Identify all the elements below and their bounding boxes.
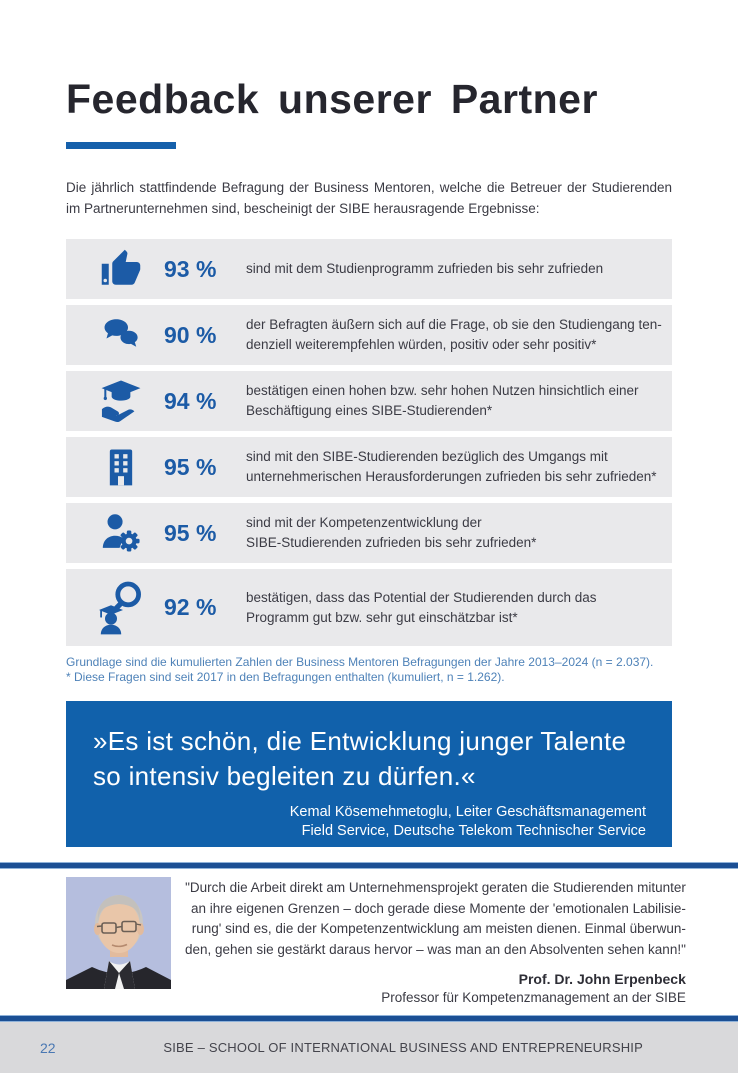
footnote-line: Grundlage sind die kumulierten Zahlen de… bbox=[66, 655, 654, 669]
quote-attribution-line: Field Service, Deutsche Telekom Technisc… bbox=[301, 823, 646, 839]
stat-row-kompetenzentwicklung: 95 % sind mit der Kompetenzentwicklung d… bbox=[66, 503, 672, 563]
testimonial-quote-line: an ihre eigenen Grenzen – doch gerade di… bbox=[190, 900, 686, 916]
stat-text-line: sind mit den SIBE-Studierenden bezüglich… bbox=[246, 449, 608, 464]
page-title: Feedback unserer Partner bbox=[66, 76, 598, 122]
stat-text-line: Beschäftigung eines SIBE-Studierenden* bbox=[246, 403, 493, 418]
stat-value: 94 % bbox=[164, 387, 217, 414]
testimonial-role: Professor für Kompetenzmanagement an der… bbox=[381, 990, 686, 1005]
stat-row-studienprogramm: 93 % sind mit dem Studienprogramm zufrie… bbox=[66, 239, 672, 299]
stat-value: 93 % bbox=[164, 255, 217, 282]
stat-value: 92 % bbox=[164, 594, 217, 620]
stat-row-nutzen: 94 % bestätigen einen hohen bzw. sehr ho… bbox=[66, 371, 672, 431]
stat-text: bestätigen einen hohen bzw. sehr hohen N… bbox=[246, 381, 639, 421]
stat-text: sind mit der Kompetenzentwicklung der SI… bbox=[246, 513, 536, 553]
divider-rule-bottom bbox=[0, 1015, 738, 1022]
intro-paragraph: Die jährlich stattfindende Befragung der… bbox=[66, 180, 672, 216]
footnote-line: * Diese Fragen sind seit 2017 in den Bef… bbox=[66, 669, 505, 684]
speech-bubbles-icon bbox=[92, 314, 150, 356]
portrait-photo bbox=[66, 877, 171, 989]
testimonial-name: Prof. Dr. John Erpenbeck bbox=[518, 971, 686, 987]
title-underline bbox=[66, 142, 176, 149]
stat-text: sind mit dem Studienprogramm zufrieden b… bbox=[246, 259, 603, 279]
building-icon bbox=[92, 445, 150, 489]
testimonial-quote-line: rung' sind es, die der Kompetenzentwickl… bbox=[191, 921, 686, 936]
quote-box: »Es ist schön, die Entwicklung junger Ta… bbox=[66, 701, 672, 847]
stat-row-herausforderungen: 95 % sind mit den SIBE-Studierenden bezü… bbox=[66, 437, 672, 497]
stat-value: 90 % bbox=[164, 321, 217, 348]
testimonial-text: "Durch die Arbeit direkt am Unternehmens… bbox=[185, 877, 686, 1005]
stat-text: bestätigen, dass das Potential der Studi… bbox=[246, 588, 597, 628]
testimonial-quote-line: den, gehen sie gestärkt daraus hervor – … bbox=[185, 941, 686, 957]
quote-attribution-line: Kemal Kösemehmetoglu, Leiter Geschäftsma… bbox=[289, 804, 646, 820]
testimonial-quote-line: "Durch die Arbeit direkt am Unternehmens… bbox=[185, 880, 686, 895]
stat-row-weiterempfehlung: 90 % der Befragten äußern sich auf die F… bbox=[66, 305, 672, 365]
page-number: 22 bbox=[40, 1039, 56, 1056]
stat-text: sind mit den SIBE-Studierenden bezüglich… bbox=[246, 447, 657, 487]
stat-row-potential: 92 % bestätigen, dass das Potential der … bbox=[66, 569, 672, 646]
stat-text-line: bestätigen einen hohen bzw. sehr hohen N… bbox=[246, 383, 639, 398]
stats-list: 93 % sind mit dem Studienprogramm zufrie… bbox=[66, 239, 672, 646]
page-content: Feedback unserer Partner Die jährlich st… bbox=[66, 0, 672, 847]
footer-title: SIBE – SCHOOL OF INTERNATIONAL BUSINESS … bbox=[163, 1040, 643, 1055]
footnote: Grundlage sind die kumulierten Zahlen de… bbox=[66, 655, 672, 684]
stat-text-line: sind mit der Kompetenzentwicklung der bbox=[246, 515, 482, 530]
graduate-search-icon bbox=[92, 580, 150, 636]
thumbs-up-icon bbox=[92, 248, 150, 290]
stat-value: 95 % bbox=[164, 453, 217, 480]
quote-attribution: Kemal Kösemehmetoglu, Leiter Geschäftsma… bbox=[93, 803, 646, 841]
page-footer: 22 SIBE – SCHOOL OF INTERNATIONAL BUSINE… bbox=[0, 1022, 738, 1073]
stat-text-line: bestätigen, dass das Potential der Studi… bbox=[246, 589, 597, 605]
stat-text-line: SIBE-Studierenden zufrieden bis sehr zuf… bbox=[246, 535, 537, 550]
stat-text-line: der Befragten äußern sich auf die Frage,… bbox=[246, 317, 662, 332]
divider-rule-top bbox=[0, 862, 738, 869]
stat-text-line: Programm gut bzw. sehr gut einschätzbar … bbox=[246, 609, 518, 625]
stat-text-line: unternehmerischen Herausforderungen zufr… bbox=[246, 469, 657, 484]
stat-text-line: denziell weiterempfehlen würden, positiv… bbox=[246, 337, 597, 352]
stat-value: 95 % bbox=[164, 519, 217, 546]
stat-text: der Befragten äußern sich auf die Frage,… bbox=[246, 315, 662, 355]
quote-text-line: so intensiv begleiten zu dürfen.« bbox=[93, 761, 476, 791]
testimonial-section: "Durch die Arbeit direkt am Unternehmens… bbox=[66, 877, 686, 1005]
person-gear-icon bbox=[92, 512, 150, 554]
quote-text-line: »Es ist schön, die Entwicklung junger Ta… bbox=[93, 726, 627, 756]
graduation-cap-hand-icon bbox=[92, 379, 150, 423]
stat-text-line: sind mit dem Studienprogramm zufrieden b… bbox=[246, 261, 604, 276]
